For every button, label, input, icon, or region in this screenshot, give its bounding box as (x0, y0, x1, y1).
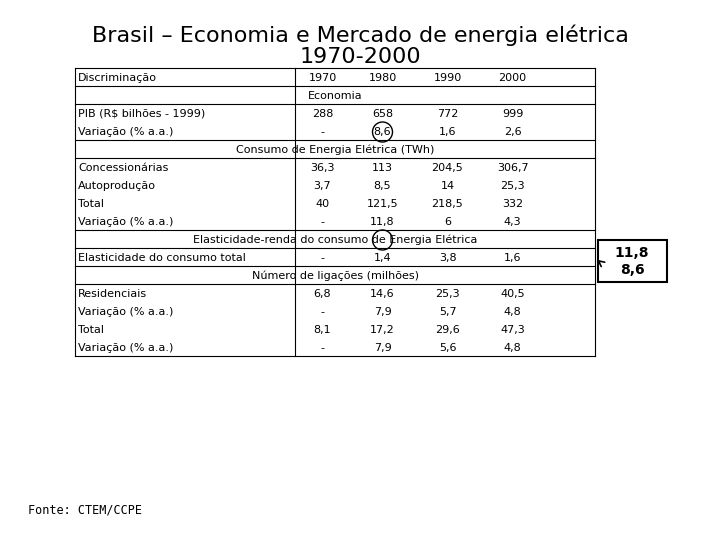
Text: 1970-2000: 1970-2000 (300, 47, 420, 67)
Text: 2,6: 2,6 (504, 127, 521, 137)
Text: 17,2: 17,2 (370, 325, 395, 335)
Text: 1,6: 1,6 (504, 253, 521, 263)
Text: 1,4: 1,4 (374, 253, 391, 263)
Text: Economia: Economia (307, 91, 362, 101)
Text: 1970: 1970 (308, 73, 337, 83)
Text: -: - (320, 217, 325, 227)
Text: 3,7: 3,7 (314, 181, 331, 191)
Text: Discriminação: Discriminação (78, 73, 157, 83)
Text: 113: 113 (372, 163, 393, 173)
Text: 204,5: 204,5 (431, 163, 464, 173)
Text: 4,3: 4,3 (504, 217, 521, 227)
Text: 8,1: 8,1 (314, 325, 331, 335)
Text: 29,6: 29,6 (435, 325, 460, 335)
Text: Número de ligações (milhões): Número de ligações (milhões) (251, 271, 418, 281)
Text: Elasticidade do consumo total: Elasticidade do consumo total (78, 253, 246, 263)
Text: 1990: 1990 (433, 73, 462, 83)
Text: -: - (320, 307, 325, 317)
Text: Concessionárias: Concessionárias (78, 163, 168, 173)
Text: 25,3: 25,3 (500, 181, 525, 191)
Text: 40: 40 (315, 199, 330, 209)
Text: 1,6: 1,6 (438, 127, 456, 137)
Text: Fonte: CTEM/CCPE: Fonte: CTEM/CCPE (28, 503, 142, 516)
Text: 8,6: 8,6 (374, 127, 391, 137)
Text: 8,6: 8,6 (620, 263, 644, 277)
Text: 40,5: 40,5 (500, 289, 525, 299)
Text: 4,8: 4,8 (503, 343, 521, 353)
Text: Total: Total (78, 199, 104, 209)
Text: 25,3: 25,3 (435, 289, 460, 299)
Text: Consumo de Energia Elétrica (TWh): Consumo de Energia Elétrica (TWh) (236, 145, 434, 156)
Text: Variação (% a.a.): Variação (% a.a.) (78, 127, 174, 137)
Text: 772: 772 (437, 109, 458, 119)
Text: 14,6: 14,6 (370, 289, 395, 299)
Text: 6,8: 6,8 (314, 289, 331, 299)
Text: Autoprodução: Autoprodução (78, 181, 156, 191)
Text: Brasil – Economia e Mercado de energia elétrica: Brasil – Economia e Mercado de energia e… (91, 24, 629, 46)
Text: 36,3: 36,3 (310, 163, 335, 173)
Text: 332: 332 (502, 199, 523, 209)
Text: 288: 288 (312, 109, 333, 119)
Text: -: - (320, 343, 325, 353)
Text: 4,8: 4,8 (503, 307, 521, 317)
Text: 999: 999 (502, 109, 523, 119)
Text: 6: 6 (444, 217, 451, 227)
Text: 121,5: 121,5 (366, 199, 398, 209)
Text: Total: Total (78, 325, 104, 335)
Text: 47,3: 47,3 (500, 325, 525, 335)
Text: -: - (320, 127, 325, 137)
Text: Variação (% a.a.): Variação (% a.a.) (78, 307, 174, 317)
Text: Residenciais: Residenciais (78, 289, 147, 299)
Text: 11,8: 11,8 (615, 246, 649, 260)
Text: 5,7: 5,7 (438, 307, 456, 317)
Text: Elasticidade-renda do consumo de Energia Elétrica: Elasticidade-renda do consumo de Energia… (193, 235, 477, 245)
Text: Variação (% a.a.): Variação (% a.a.) (78, 217, 174, 227)
Text: 11,8: 11,8 (370, 217, 395, 227)
Text: 14: 14 (441, 181, 454, 191)
Text: 8,5: 8,5 (374, 181, 391, 191)
Text: -: - (320, 253, 325, 263)
Text: 7,9: 7,9 (374, 343, 392, 353)
Text: 1980: 1980 (369, 73, 397, 83)
Text: 218,5: 218,5 (431, 199, 464, 209)
Text: 306,7: 306,7 (497, 163, 528, 173)
Text: 3,8: 3,8 (438, 253, 456, 263)
Text: PIB (R$ bilhões - 1999): PIB (R$ bilhões - 1999) (78, 109, 205, 119)
Text: 7,9: 7,9 (374, 307, 392, 317)
Text: 658: 658 (372, 109, 393, 119)
Text: Variação (% a.a.): Variação (% a.a.) (78, 343, 174, 353)
Text: 2000: 2000 (498, 73, 526, 83)
Text: 5,6: 5,6 (438, 343, 456, 353)
FancyBboxPatch shape (598, 240, 667, 282)
